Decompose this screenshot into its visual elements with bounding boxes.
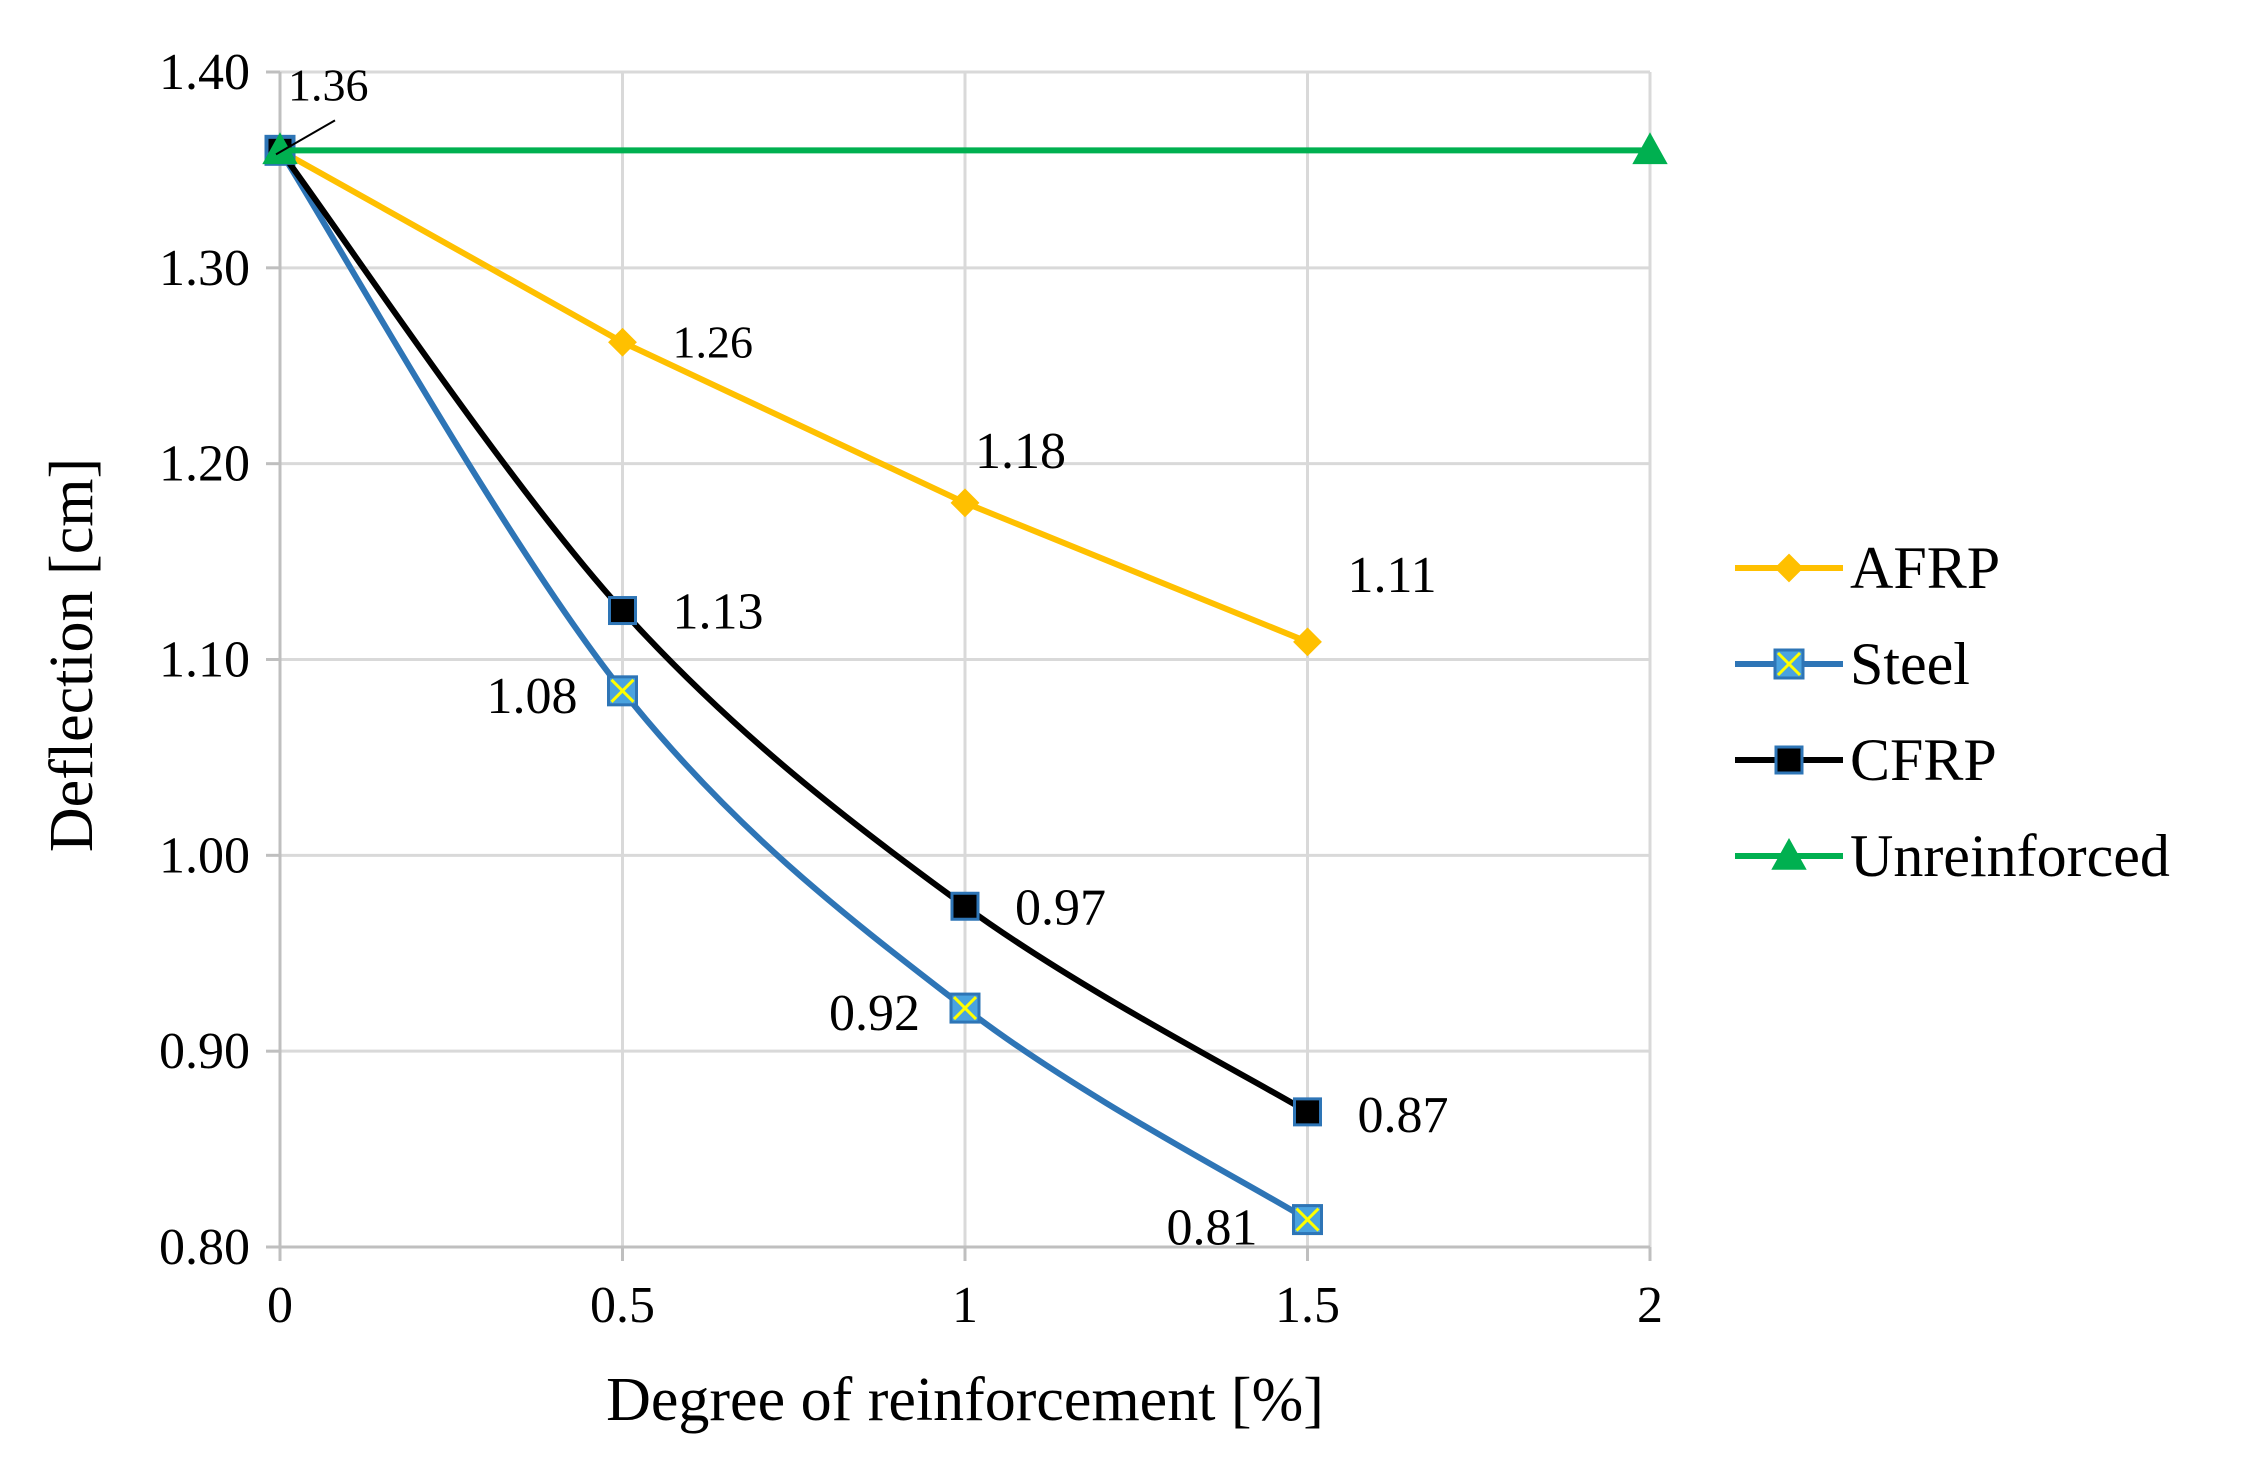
data-labels: 1.26 1.18 1.11 1.08 0.92 0.81 1.13 0.97 0.87 1.36 — [275, 59, 1449, 1257]
data-point-unreinforced-1 — [1632, 132, 1668, 165]
y-tick-label: 1.40 — [159, 44, 250, 101]
data-label-cfrp-2: 0.97 — [1015, 879, 1106, 936]
data-point-steel-2-cross-b — [952, 996, 978, 1021]
y-tick-label: 1.20 — [159, 436, 250, 493]
legend-marker-afrp — [1774, 553, 1804, 583]
y-axis-title: Deflection [cm] — [38, 458, 106, 852]
data-point-cfrp-3 — [1293, 1097, 1322, 1127]
data-label-unreinforced-0: 1.36 — [288, 59, 369, 110]
data-point-afrp-2 — [950, 488, 980, 518]
x-tick-label: 1 — [952, 1277, 978, 1334]
axes — [266, 70, 1652, 1261]
y-tick-label: 1.10 — [159, 632, 250, 689]
legend-marker-steel-cross-b — [1776, 651, 1802, 677]
data-point-steel-1 — [607, 675, 638, 707]
data-point-cfrp-2 — [950, 891, 980, 921]
x-tick-label: 2 — [1637, 1277, 1663, 1334]
x-tick-label: 0 — [267, 1277, 293, 1334]
series-layer — [262, 132, 1668, 1236]
legend-marker-steel — [1773, 648, 1805, 680]
y-tick-label: 1.30 — [159, 240, 250, 297]
y-tick-label: 0.90 — [159, 1023, 250, 1080]
legend-label-unreinforced: Unreinforced — [1850, 823, 2170, 889]
y-tick-label: 0.80 — [159, 1219, 250, 1276]
series-line-cfrp — [277, 148, 1310, 1115]
grid-lines — [280, 70, 1652, 1247]
y-tick-label: 1.00 — [159, 827, 250, 884]
data-label-afrp-1: 1.26 — [673, 316, 754, 367]
data-label-afrp-2: 1.18 — [975, 423, 1066, 480]
data-point-steel-2 — [949, 992, 981, 1024]
data-point-steel-1-cross-b — [610, 678, 635, 703]
legend-marker-unreinforced — [1771, 837, 1807, 870]
data-point-cfrp-1 — [608, 596, 637, 626]
data-point-unreinforced-0 — [262, 132, 298, 165]
data-label-steel-1: 1.08 — [487, 668, 578, 725]
legend-marker-cfrp — [1774, 745, 1804, 775]
legend-label-steel: Steel — [1850, 631, 1970, 697]
data-label-steel-3: 0.81 — [1167, 1200, 1258, 1257]
data-point-afrp-1 — [608, 327, 637, 357]
legend: AFRP Steel CFRP Unreinforced — [1735, 535, 2170, 889]
tick-labels: 0.80 0.90 1.00 1.10 1.20 1.30 1.40 0 0.5 1 1.5 2 — [159, 44, 1663, 1334]
data-label-afrp-3: 1.11 — [1348, 547, 1437, 604]
data-label-steel-2: 0.92 — [829, 985, 920, 1042]
legend-label-afrp: AFRP — [1850, 535, 2000, 601]
data-label-leader-line — [275, 119, 336, 156]
data-label-cfrp-1: 1.13 — [673, 584, 764, 641]
data-point-steel-3-cross-b — [1295, 1207, 1320, 1232]
x-tick-label: 1.5 — [1275, 1277, 1340, 1334]
series-line-steel — [277, 148, 1310, 1223]
x-tick-label: 0.5 — [590, 1277, 655, 1334]
data-point-afrp-3 — [1293, 627, 1322, 657]
data-point-steel-3 — [1292, 1204, 1323, 1236]
x-axis-title: Degree of reinforcement [%] — [606, 1366, 1324, 1434]
data-label-cfrp-3: 0.87 — [1358, 1087, 1449, 1144]
legend-label-cfrp: CFRP — [1850, 727, 1997, 793]
series-line-afrp — [278, 147, 1309, 645]
